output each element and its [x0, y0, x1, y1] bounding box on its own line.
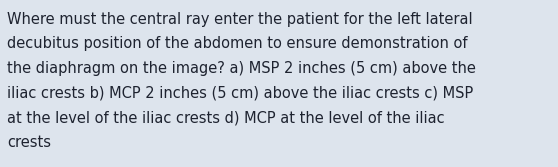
Text: Where must the central ray enter the patient for the left lateral: Where must the central ray enter the pat… — [7, 12, 473, 27]
Text: the diaphragm on the image? a) MSP 2 inches (5 cm) above the: the diaphragm on the image? a) MSP 2 inc… — [7, 61, 476, 76]
Text: decubitus position of the abdomen to ensure demonstration of: decubitus position of the abdomen to ens… — [7, 36, 468, 51]
Text: crests: crests — [7, 135, 51, 150]
Text: at the level of the iliac crests d) MCP at the level of the iliac: at the level of the iliac crests d) MCP … — [7, 111, 445, 126]
Text: iliac crests b) MCP 2 inches (5 cm) above the iliac crests c) MSP: iliac crests b) MCP 2 inches (5 cm) abov… — [7, 86, 474, 101]
